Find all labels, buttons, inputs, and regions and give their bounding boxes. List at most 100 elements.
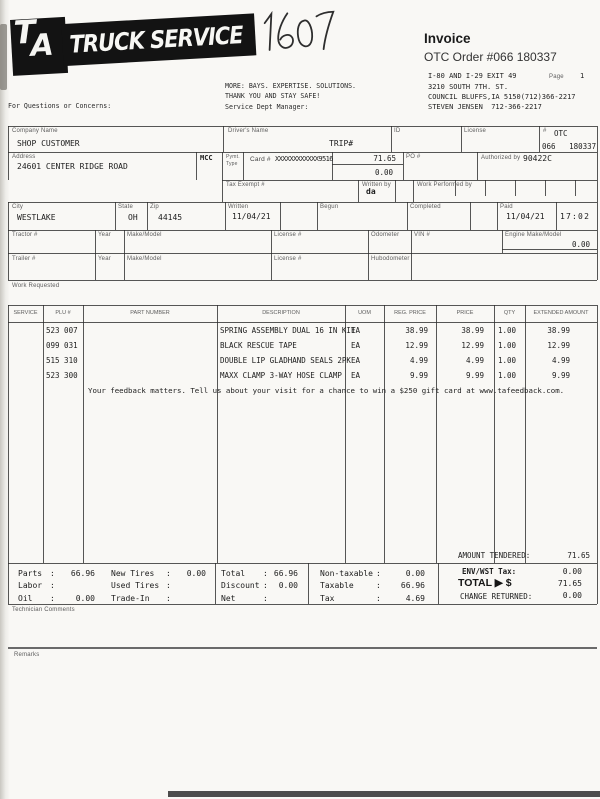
grid-line-v — [215, 563, 216, 604]
col-header-price: PRICE — [456, 310, 474, 316]
used-tires-label: Used Tires — [111, 581, 160, 590]
odometer-label: Odometer — [371, 232, 400, 238]
grid-line-v — [597, 563, 598, 604]
non-taxable-value: 0.00 — [405, 569, 425, 578]
item-description: BLACK RESCUE TAPE — [220, 341, 297, 350]
grid-line-v — [597, 305, 598, 563]
grid-line-h — [8, 253, 597, 254]
tractor-make-model-label: Make/Model — [127, 232, 162, 238]
net-label: Net — [221, 594, 236, 603]
page-number: 1 — [580, 72, 585, 80]
colon: : — [376, 569, 381, 578]
grid-line-v — [461, 126, 462, 152]
grid-line-h — [8, 230, 597, 231]
item-qty: 1.00 — [497, 356, 516, 365]
amount-tendered-value: 71.65 — [567, 551, 590, 560]
item-uom: EA — [351, 356, 361, 365]
colon: : — [166, 569, 171, 578]
hubodometer-label: Hubodometer — [371, 256, 410, 262]
grid-line-v — [115, 202, 116, 230]
grid-line-v — [345, 305, 346, 563]
colon: : — [263, 594, 268, 603]
grid-line-v — [411, 253, 412, 280]
vin-label: VIN # — [414, 232, 431, 238]
scan-bottom-streak — [168, 791, 600, 797]
colon: : — [376, 594, 381, 603]
card-number-label: Card # — [250, 156, 271, 163]
begun-label: Begun — [320, 204, 339, 210]
trip-number-label: TRIP# — [329, 139, 354, 148]
item-reg-price: 12.99 — [405, 341, 428, 350]
handwritten-number-1607: 1607 — [263, 10, 335, 51]
item-uom: EA — [351, 371, 361, 380]
env-wst-tax-label: ENV/WST Tax: — [462, 567, 517, 576]
scan-left-edge — [0, 0, 10, 799]
grid-line-v — [8, 305, 9, 563]
grid-line-v — [403, 152, 404, 180]
order-number-label: # — [543, 128, 547, 134]
item-price: 12.99 — [461, 341, 484, 350]
paid-time-value: 17:02 — [560, 212, 591, 221]
grid-line-h — [8, 322, 597, 323]
ta-emblem: T A — [10, 13, 69, 76]
taxable-label: Taxable — [320, 581, 354, 590]
tractor-year-label: Year — [98, 232, 111, 238]
ta-logo-letter-a: A — [29, 27, 55, 64]
col-header-qty: QTY — [503, 310, 516, 316]
grid-line-v — [497, 202, 498, 230]
grid-line-v — [494, 305, 495, 563]
colon: : — [166, 581, 171, 590]
card-amount2-value: 0.00 — [374, 168, 393, 177]
grid-line-v — [332, 152, 333, 180]
trailer-number-label: Trailer # — [12, 256, 36, 262]
colon: : — [50, 569, 55, 578]
trailer-year-label: Year — [98, 256, 111, 262]
grid-line-v — [124, 230, 125, 253]
col-header-extended-amount: EXTENDED AMOUNT — [533, 310, 589, 316]
scan-corner-shadow — [0, 24, 7, 90]
item-extended: 9.99 — [551, 371, 570, 380]
authorized-by-value: 90422C — [523, 154, 552, 163]
parts-value: 66.96 — [70, 569, 95, 578]
remarks-divider — [8, 647, 597, 649]
tax-value: 4.69 — [405, 594, 425, 603]
work-performed-by-label: Work Performed by — [417, 182, 472, 188]
grid-line-h — [8, 126, 597, 127]
paid-label: Paid — [500, 204, 513, 210]
grid-line-v — [368, 253, 369, 280]
grid-line-v — [271, 253, 272, 280]
item-reg-price: 38.99 — [405, 326, 428, 335]
pymt-type-label-1: Pymt. — [226, 154, 240, 160]
taxable-value: 66.96 — [400, 581, 425, 590]
invoice-order-number: OTC Order #066 180337 — [424, 50, 557, 64]
grid-line-v — [95, 230, 96, 253]
tax-exempt-label: Tax Exempt # — [226, 182, 265, 188]
location-street-line: 3210 SOUTH 7TH. ST. — [428, 83, 509, 91]
amount-tendered-label: AMOUNT TENDERED: — [458, 551, 531, 560]
tax-label: Tax — [320, 594, 335, 603]
grid-line-v — [223, 126, 224, 152]
work-performed-tick — [515, 180, 516, 196]
zip-value: 44145 — [158, 213, 183, 222]
grid-line-v — [83, 305, 84, 563]
grid-line-v — [502, 230, 503, 253]
zip-label: Zip — [150, 204, 159, 210]
service-manager-name: STEVEN JENSEN 712-366-2217 — [428, 103, 542, 111]
card-amount-value: 71.65 — [373, 154, 396, 163]
grid-line-v — [217, 305, 218, 563]
labor-label: Labor — [18, 581, 43, 590]
item-reg-price: 4.99 — [409, 356, 428, 365]
questions-concerns-label: For Questions or Concerns: — [8, 102, 112, 110]
grid-line-h — [8, 202, 597, 203]
authorized-by-label: Authorized by — [481, 155, 521, 161]
total-label: Total — [221, 569, 246, 578]
parts-label: Parts — [18, 569, 43, 578]
colon: : — [50, 581, 55, 590]
change-returned-value: 0.00 — [562, 591, 582, 600]
grid-line-v — [8, 202, 9, 280]
pymt-type-label-2: Type — [226, 161, 238, 167]
new-tires-label: New Tires — [111, 569, 155, 578]
grid-line-v — [124, 253, 125, 280]
grid-line-v — [413, 180, 414, 202]
